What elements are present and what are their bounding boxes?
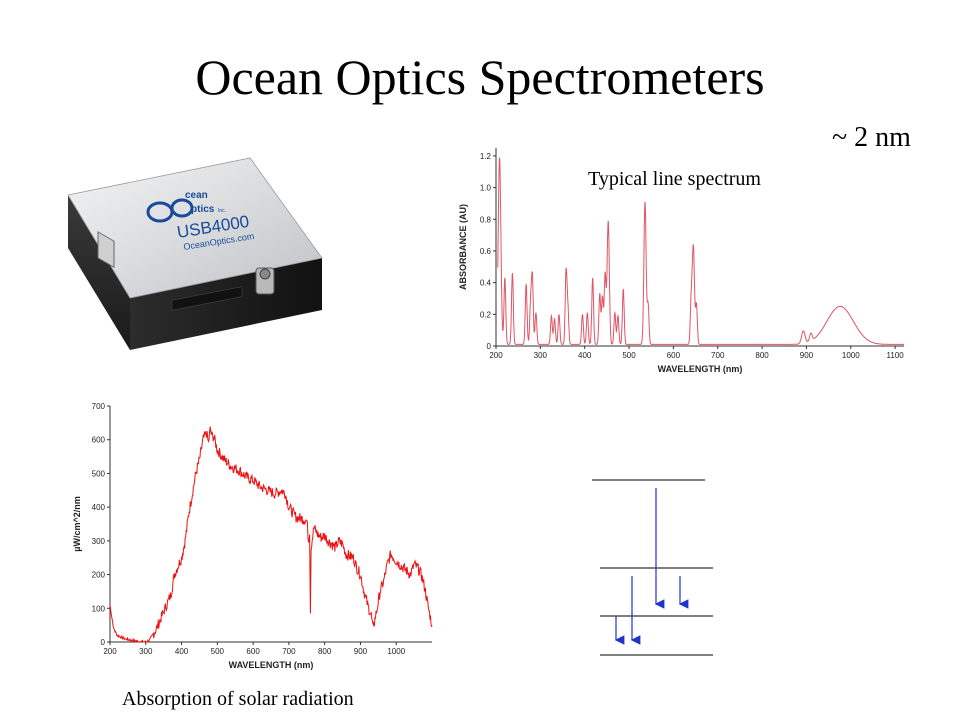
y-tick-label: 0 [487, 342, 492, 351]
x-tick-label: 500 [622, 351, 636, 360]
y-tick-label: 100 [92, 604, 106, 613]
y-tick-label: 700 [92, 402, 106, 411]
y-axis-label: µW/cm^2/nm [72, 496, 82, 551]
x-tick-label: 700 [711, 351, 725, 360]
energy-level-diagram [592, 479, 713, 656]
connector-strip [171, 286, 243, 311]
y-tick-label: 300 [92, 537, 106, 546]
x-tick-label: 700 [282, 647, 296, 656]
resolution-label: ~ 2 nm [832, 122, 911, 153]
usb-port [97, 231, 115, 268]
logo-line1: cean [185, 190, 208, 201]
x-tick-label: 400 [175, 647, 189, 656]
solar-spectrum-chart: 200 300 400 500 600 700 800 900 1000 0 100 200 300 40… [72, 402, 433, 670]
ocean-optics-logo: cean ptics Inc. [146, 190, 226, 223]
x-tick-label: 300 [139, 647, 153, 656]
y-tick-label: 0.4 [480, 279, 492, 288]
y-axis-label: ABSORBANCE (AU) [458, 204, 468, 290]
line-spectrum-chart: 200 300 400 500 600 700 800 900 1000 1100 0 0.2 0.4 0… [458, 148, 905, 374]
y-tick-label: 1.2 [480, 152, 492, 161]
spectrum-line [497, 157, 904, 345]
y-tick-label: 200 [92, 571, 106, 580]
slide-title: Ocean Optics Spectrometers [195, 49, 765, 105]
x-tick-label: 1000 [842, 351, 860, 360]
device-front-face [68, 195, 130, 350]
x-tick-label: 1000 [387, 647, 405, 656]
y-tick-label: 1.0 [480, 184, 492, 193]
logo-tm: Inc. [218, 208, 226, 214]
line-spectrum-caption: Typical line spectrum [588, 168, 761, 190]
x-tick-label: 200 [103, 647, 117, 656]
x-tick-label: 800 [318, 647, 332, 656]
x-tick-label: 1100 [887, 351, 905, 360]
x-tick-label: 600 [246, 647, 260, 656]
solar-spectrum-line [109, 426, 433, 643]
x-axis-label: WAVELENGTH (nm) [658, 364, 743, 374]
x-tick-label: 600 [667, 351, 681, 360]
y-tick-label: 600 [92, 436, 106, 445]
y-tick-label: 400 [92, 503, 106, 512]
x-tick-label: 900 [354, 647, 368, 656]
logo-line2: ptics [191, 204, 215, 215]
x-tick-label: 300 [534, 351, 548, 360]
y-tick-label: 0.8 [480, 215, 492, 224]
x-axis-label: WAVELENGTH (nm) [229, 660, 314, 670]
y-tick-label: 500 [92, 469, 106, 478]
x-tick-label: 800 [755, 351, 769, 360]
y-tick-label: 0 [101, 638, 106, 647]
y-tick-label: 0.6 [480, 247, 492, 256]
y-tick-label: 0.2 [480, 310, 492, 319]
x-tick-label: 500 [211, 647, 225, 656]
x-tick-label: 400 [578, 351, 592, 360]
x-tick-label: 900 [800, 351, 814, 360]
x-tick-label: 200 [489, 351, 503, 360]
solar-spectrum-caption: Absorption of solar radiation [122, 688, 354, 710]
spectrometer-image: cean ptics Inc. USB4000 OceanOptics.com [67, 157, 323, 350]
